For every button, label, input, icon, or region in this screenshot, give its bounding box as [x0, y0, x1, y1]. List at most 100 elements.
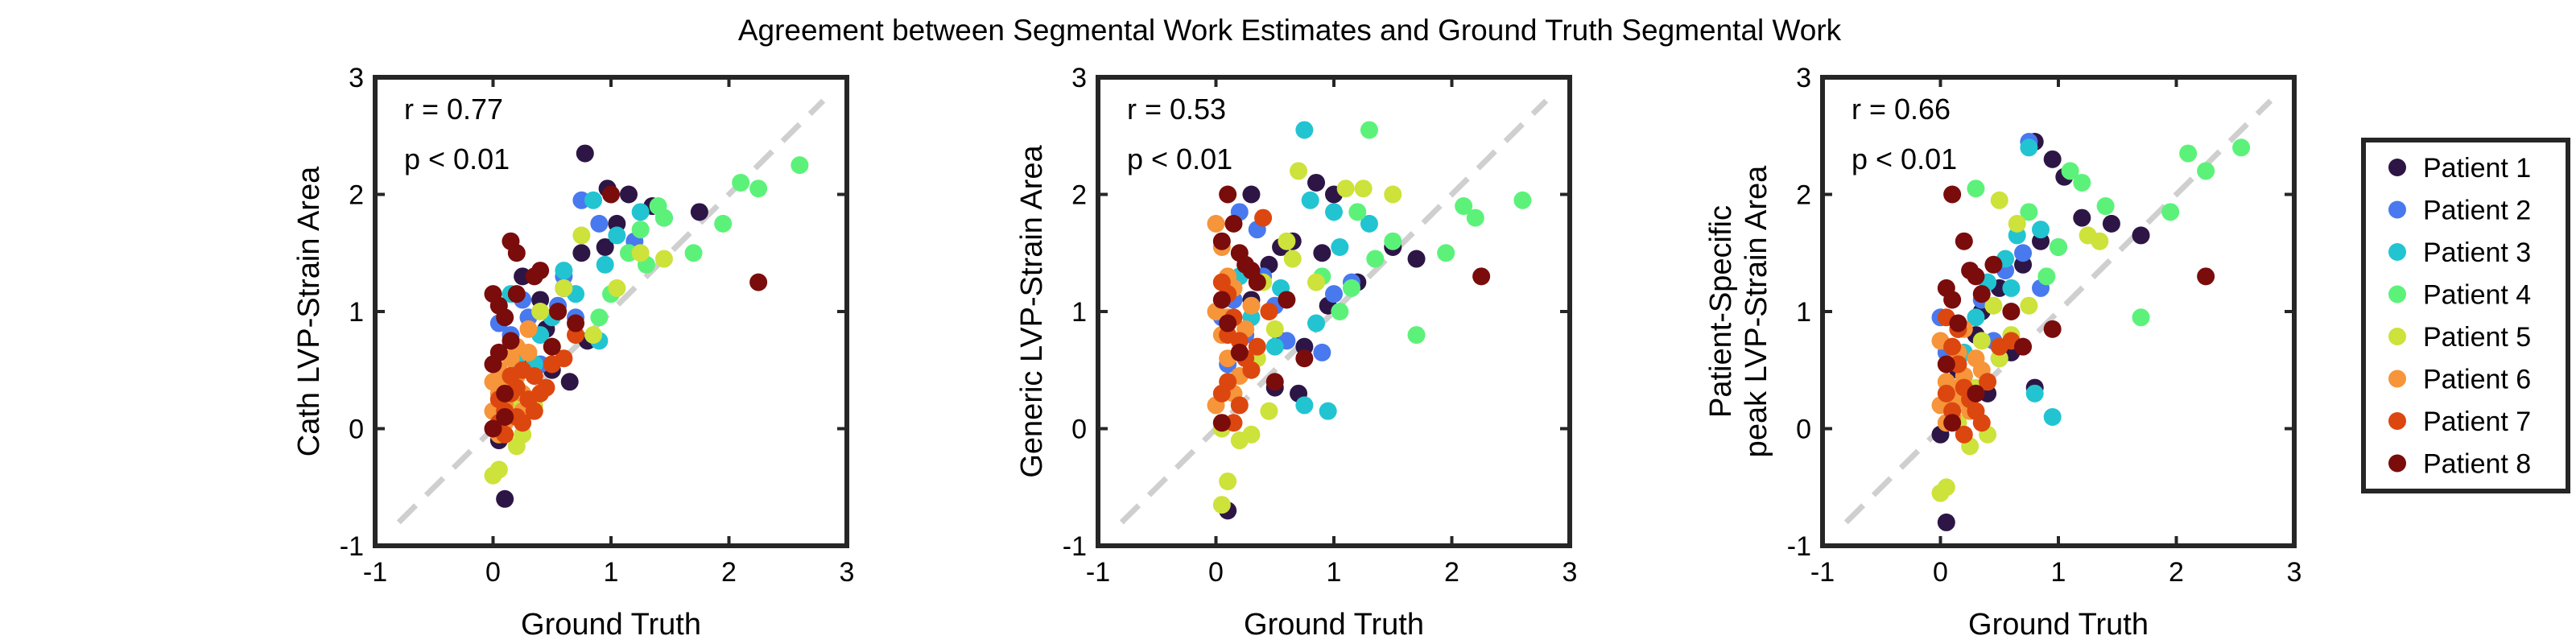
point-p3-12 — [2032, 221, 2050, 239]
y-axis-label: Generic LVP-Strain Area — [1015, 145, 1049, 478]
r-annotation: r = 0.66 — [1852, 93, 1951, 126]
point-p8-11 — [1212, 414, 1231, 432]
legend-item: Patient 8 — [2388, 449, 2531, 480]
point-p7-8 — [1937, 384, 1955, 402]
point-p8-2 — [1224, 214, 1243, 233]
point-p4-1 — [1967, 180, 1985, 198]
legend-label: Patient 7 — [2423, 407, 2531, 437]
point-p1-2 — [2043, 150, 2062, 168]
point-p8-18 — [496, 384, 514, 402]
point-p8-3 — [1212, 232, 1231, 250]
point-p5-10 — [1242, 425, 1261, 444]
point-p4-10 — [2050, 237, 2067, 256]
figure-title: Agreement between Segmental Work Estimat… — [738, 14, 1842, 47]
legend-marker — [2388, 159, 2406, 176]
point-p8-10 — [502, 332, 520, 350]
point-p8-15 — [1967, 384, 1985, 402]
point-p4-5 — [684, 244, 703, 262]
point-p1-7 — [596, 237, 614, 256]
point-p5-1 — [1290, 162, 1308, 180]
x-tick-label: 3 — [1563, 557, 1578, 588]
point-p3-7 — [1319, 402, 1337, 420]
point-p5-4 — [2091, 232, 2109, 250]
point-p3-1 — [1295, 121, 1314, 139]
x-axis-label: Ground Truth — [1968, 608, 2149, 642]
point-p8-16 — [1972, 285, 1991, 303]
point-p5-3 — [1354, 180, 1373, 198]
point-p7-16 — [555, 349, 573, 368]
point-p5-5 — [1278, 232, 1296, 250]
point-p3-3 — [1325, 203, 1343, 221]
legend: Patient 1 Patient 2 Patient 3 Patient 4 Pati… — [2361, 138, 2570, 493]
legend-marker — [2388, 328, 2406, 345]
point-p2-9 — [2014, 244, 2033, 262]
point-p4-5 — [1466, 208, 1484, 227]
point-p8-8 — [1984, 255, 2003, 274]
point-p5-8 — [1219, 472, 1237, 490]
point-p7-14 — [525, 402, 543, 420]
point-p8-2 — [1955, 232, 1973, 250]
point-p1-7 — [1313, 244, 1331, 262]
point-p5-2 — [631, 244, 650, 262]
point-p3-4 — [596, 255, 614, 274]
identity-line — [396, 98, 826, 525]
point-p8-1 — [1943, 185, 1962, 204]
point-p3-11 — [2002, 279, 2021, 297]
legend-box — [2361, 138, 2570, 493]
point-p7-11 — [531, 384, 550, 402]
point-p8-3 — [507, 244, 526, 262]
point-p4-12 — [2037, 267, 2056, 286]
r-annotation: r = 0.53 — [1127, 93, 1226, 126]
point-p3-5 — [2025, 384, 2044, 402]
point-p1-3 — [619, 185, 638, 204]
point-p8-9 — [525, 267, 543, 286]
point-p3-1 — [584, 191, 603, 209]
r-annotation: r = 0.77 — [404, 93, 503, 126]
legend-item: Patient 6 — [2388, 365, 2531, 395]
point-p3-9 — [1295, 396, 1314, 415]
x-tick-label: -1 — [1086, 557, 1110, 588]
y-axis-label: peak LVP-Strain Area — [1740, 165, 1773, 457]
point-p8-10 — [1295, 349, 1314, 368]
point-p5-7 — [1212, 496, 1231, 514]
y-axis-label: Cath LVP-Strain Area — [292, 166, 326, 456]
scatter-panel-3: -1 0 1 2 3 -1 0 1 2 3 Ground Truth Patient-Specific… — [1704, 63, 2301, 642]
point-p8-4 — [1943, 291, 1962, 309]
point-p3-8 — [555, 262, 573, 280]
legend-marker — [2388, 412, 2406, 430]
scatter-panels: -1 0 1 2 3 -1 0 1 2 3 Ground Truth Cath LVP-Strain … — [292, 63, 2301, 642]
point-p8-7 — [496, 308, 514, 327]
point-p4-8 — [2096, 197, 2115, 216]
point-p5-1 — [572, 226, 591, 245]
point-p5-5 — [1984, 296, 2003, 315]
point-p7-10 — [1972, 414, 1991, 432]
legend-item: Patient 7 — [2388, 407, 2531, 437]
point-p8-13 — [1943, 414, 1962, 432]
point-p5-4 — [584, 326, 603, 345]
point-p4-6 — [1348, 203, 1367, 221]
legend-marker — [2388, 200, 2406, 219]
point-p5-13 — [1265, 320, 1284, 338]
point-p5-14 — [2020, 296, 2038, 315]
legend-item: Patient 3 — [2388, 237, 2531, 268]
p-annotation: p < 0.01 — [1852, 142, 1957, 175]
legend-label: Patient 2 — [2423, 196, 2531, 226]
y-axis-label: Patient-Specific — [1704, 205, 1738, 418]
point-p7-7 — [525, 367, 543, 386]
point-p7-1 — [1254, 208, 1273, 227]
scatter-panel-1: -1 0 1 2 3 -1 0 1 2 3 Ground Truth Cath LVP-Strain … — [292, 63, 854, 642]
point-p4-8 — [1366, 250, 1385, 268]
legend-marker — [2388, 454, 2406, 473]
point-p6-1 — [1207, 214, 1225, 233]
legend-label: Patient 6 — [2423, 365, 2531, 395]
point-p4-1 — [732, 173, 750, 192]
point-p5-15 — [1283, 250, 1302, 268]
x-tick-label: 2 — [2169, 557, 2184, 588]
point-p4-7 — [2161, 203, 2180, 221]
point-p7-8 — [1212, 384, 1231, 402]
y-tick-label: -1 — [1063, 531, 1087, 562]
point-p8-6 — [1212, 291, 1231, 309]
legend-label: Patient 4 — [2423, 280, 2531, 311]
legend-item: Patient 2 — [2388, 196, 2531, 226]
legend-label: Patient 3 — [2423, 237, 2531, 268]
